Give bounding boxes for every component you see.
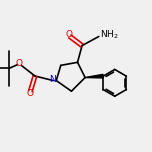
Text: O: O — [26, 89, 33, 98]
Text: NH$_2$: NH$_2$ — [100, 28, 118, 41]
Polygon shape — [85, 74, 103, 78]
Text: N: N — [50, 75, 56, 84]
Text: O: O — [66, 30, 73, 39]
Text: O: O — [16, 59, 22, 68]
